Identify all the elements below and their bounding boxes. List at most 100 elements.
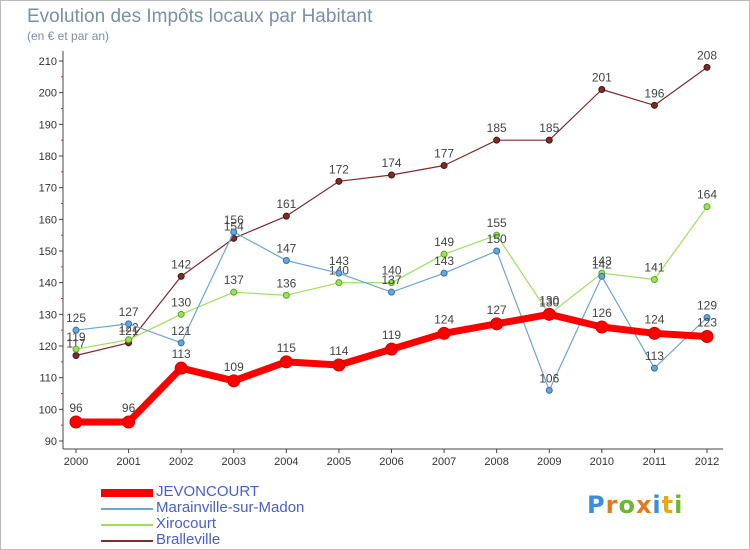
- data-label-bralleville-2008: 185: [487, 121, 507, 135]
- data-label-xirocourt-2003: 137: [224, 273, 244, 287]
- point-jevoncourt-2004: [279, 355, 293, 369]
- point-bralleville-2012: [703, 63, 711, 71]
- data-label-marainville-sur-madon-2006: 137: [381, 273, 401, 287]
- y-tick-label-150: 150: [39, 246, 57, 258]
- legend-swatch-jevoncourt: [101, 489, 153, 497]
- x-tick-label-2003: 2003: [222, 456, 246, 468]
- point-jevoncourt-2007: [437, 326, 451, 340]
- data-label-marainville-sur-madon-2007: 143: [434, 254, 454, 268]
- legend-swatch-bralleville: [101, 540, 153, 542]
- point-bralleville-2011: [650, 101, 658, 109]
- point-marainville-sur-madon-2005: [335, 269, 343, 277]
- data-label-marainville-sur-madon-2010: 142: [592, 257, 612, 271]
- y-tick-label-90: 90: [45, 436, 57, 448]
- data-label-marainville-sur-madon-2011: 113: [645, 349, 664, 363]
- point-xirocourt-2006: [388, 279, 395, 287]
- data-label-bralleville-2007: 177: [434, 147, 454, 161]
- data-label-bralleville-2004: 161: [276, 197, 296, 211]
- point-bralleville-2006: [388, 171, 395, 179]
- y-tick-label-110: 110: [39, 373, 57, 385]
- data-label-marainville-sur-madon-2012: 129: [697, 299, 717, 313]
- data-label-jevoncourt-2006: 119: [382, 328, 401, 342]
- legend-label-bralleville: Bralleville: [156, 531, 221, 548]
- point-marainville-sur-madon-2000: [72, 326, 80, 334]
- point-xirocourt-2011: [650, 276, 658, 283]
- point-marainville-sur-madon-2008: [493, 247, 501, 255]
- x-tick-label-2011: 2011: [643, 456, 667, 468]
- data-label-xirocourt-2008: 155: [487, 216, 507, 230]
- point-bralleville-2009: [545, 136, 553, 144]
- chart-subtitle: (en € et par an): [27, 29, 110, 43]
- point-bralleville-2004: [282, 212, 290, 220]
- data-label-jevoncourt-2012: 123: [697, 316, 717, 330]
- data-label-marainville-sur-madon-2003: 156: [224, 213, 244, 227]
- y-tick-label-160: 160: [39, 214, 57, 226]
- data-label-marainville-sur-madon-2000: 125: [66, 311, 86, 325]
- data-label-xirocourt-2010: 143: [592, 254, 612, 268]
- x-tick-label-2002: 2002: [169, 456, 193, 468]
- point-marainville-sur-madon-2006: [388, 288, 395, 296]
- data-label-bralleville-2009: 185: [539, 121, 559, 135]
- point-marainville-sur-madon-2009: [545, 386, 553, 394]
- point-xirocourt-2007: [440, 250, 448, 258]
- data-label-jevoncourt-2007: 124: [434, 312, 454, 326]
- point-jevoncourt-2005: [332, 358, 346, 372]
- data-label-xirocourt-2011: 141: [644, 261, 664, 275]
- data-label-bralleville-2012: 208: [697, 48, 717, 62]
- y-tick-label-200: 200: [39, 88, 57, 100]
- data-label-bralleville-2006: 174: [381, 156, 401, 170]
- logo-letter: t: [661, 491, 675, 519]
- data-label-bralleville-2003: 154: [224, 219, 244, 233]
- logo-letter: r: [605, 491, 619, 519]
- x-tick-label-2004: 2004: [274, 456, 298, 468]
- y-tick-label-130: 130: [39, 309, 57, 321]
- point-xirocourt-2001: [125, 336, 133, 344]
- point-jevoncourt-2002: [174, 361, 188, 375]
- point-xirocourt-2003: [230, 288, 238, 296]
- point-marainville-sur-madon-2002: [177, 339, 185, 347]
- data-label-jevoncourt-2008: 127: [487, 303, 507, 317]
- data-label-xirocourt-2009: 130: [539, 295, 559, 309]
- data-label-xirocourt-2012: 164: [697, 188, 717, 202]
- point-jevoncourt-2008: [490, 317, 504, 331]
- point-jevoncourt-2009: [542, 307, 556, 321]
- x-tick-label-2008: 2008: [484, 456, 508, 468]
- point-jevoncourt-2003: [227, 374, 241, 388]
- data-label-bralleville-2011: 196: [644, 86, 664, 100]
- series-line-bralleville: [75, 66, 708, 357]
- data-label-xirocourt-2004: 136: [276, 276, 296, 290]
- point-xirocourt-2008: [493, 231, 501, 239]
- data-label-bralleville-2002: 142: [171, 257, 191, 271]
- point-marainville-sur-madon-2010: [598, 272, 606, 280]
- logo-letter: P: [587, 491, 606, 519]
- data-label-marainville-sur-madon-2009: 106: [539, 371, 559, 385]
- point-marainville-sur-madon-2004: [282, 257, 290, 264]
- data-label-marainville-sur-madon-2005: 143: [329, 254, 349, 268]
- data-label-marainville-sur-madon-2002: 121: [171, 324, 191, 338]
- y-tick-label-170: 170: [39, 183, 57, 195]
- data-label-xirocourt-2002: 130: [171, 295, 191, 309]
- point-xirocourt-2002: [177, 310, 185, 318]
- point-jevoncourt-2010: [595, 320, 609, 334]
- data-label-jevoncourt-2011: 124: [644, 312, 664, 326]
- point-xirocourt-2005: [335, 279, 343, 287]
- proxiti-logo: Proxiti: [587, 491, 683, 519]
- x-tick-label-2000: 2000: [64, 456, 88, 468]
- data-label-jevoncourt-2005: 114: [329, 344, 348, 358]
- legend-label-jevoncourt: JEVONCOURT: [156, 483, 260, 500]
- data-label-xirocourt-2007: 149: [434, 235, 454, 249]
- point-jevoncourt-2001: [122, 415, 136, 429]
- point-jevoncourt-2012: [700, 330, 714, 343]
- data-label-jevoncourt-2010: 126: [592, 306, 612, 320]
- data-label-bralleville-2000: 117: [66, 337, 85, 351]
- point-marainville-sur-madon-2001: [125, 320, 133, 328]
- legend-swatch-marainville-sur-madon: [101, 508, 153, 510]
- point-bralleville-2002: [177, 272, 185, 280]
- data-label-jevoncourt-2000: 96: [69, 401, 83, 415]
- point-bralleville-2007: [440, 162, 448, 169]
- point-marainville-sur-madon-2011: [650, 364, 658, 372]
- data-label-xirocourt-2000: 119: [66, 330, 85, 344]
- point-bralleville-2008: [493, 136, 501, 144]
- data-label-jevoncourt-2009: 130: [539, 293, 559, 307]
